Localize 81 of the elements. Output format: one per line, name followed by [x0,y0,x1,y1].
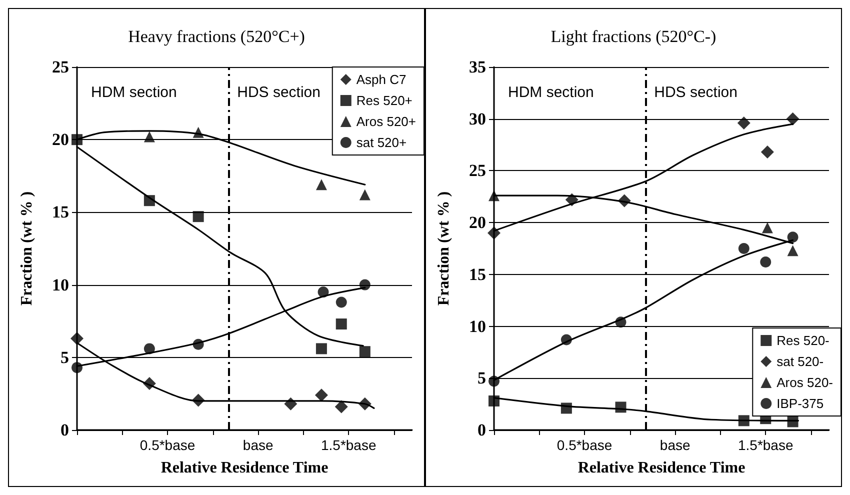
legend-label: sat 520+ [356,135,407,150]
y-tick-label: 25 [52,58,69,76]
legend-label: Res 520- [776,333,830,348]
x-tick-label: 0.5*base [140,437,196,453]
y-tick-label: 10 [469,316,486,336]
point [786,112,800,126]
point [284,397,298,410]
point [488,190,500,202]
annotation: HDS section [237,84,320,101]
point [316,343,327,354]
x-axis-title: Relative Residence Time [578,460,746,476]
y-tick-label: 0 [60,420,69,440]
point [737,116,750,130]
y-tick-label: 0 [478,420,486,440]
point [738,415,750,426]
point [70,332,84,346]
y-tick-label: 35 [469,58,486,76]
point [358,397,372,410]
point [359,189,370,200]
point [336,318,347,330]
y-tick-label: 20 [469,213,486,232]
point [359,279,370,290]
point [560,402,572,414]
point [615,402,626,413]
y-axis-title: Fraction (wt % ) [436,191,452,306]
y-tick-label: 30 [469,109,486,128]
point [787,416,798,428]
point [488,376,500,387]
legend-label: Aros 520+ [356,114,416,129]
y-tick-label: 15 [469,264,486,284]
legend-label: Aros 520- [776,375,834,390]
point [760,146,774,159]
point [787,232,798,243]
point [316,179,327,190]
point [142,377,156,390]
point [560,334,572,346]
x-tick-label: 1.5*base [738,437,794,453]
legend-label: IBP-375 [776,396,824,411]
x-tick-label: 0.5*base [556,437,612,453]
point [762,222,773,234]
x-tick-label: 1.5*base [320,437,376,453]
point [334,400,348,414]
point [565,193,578,206]
point [144,343,155,354]
annotation: HDM section [91,84,177,101]
point [314,388,328,402]
chart-title: Heavy fractions (520°C+) [128,27,305,46]
annotation: HDS section [654,84,738,101]
point [760,256,772,268]
y-tick-label: 25 [469,161,486,180]
point [144,131,155,142]
point [336,296,347,308]
point [318,286,329,298]
point [488,395,500,406]
x-axis-title: Relative Residence Time [160,460,328,476]
y-tick-label: 5 [478,368,486,388]
legend-label: Res 520+ [356,93,412,108]
point [72,134,82,146]
legend-label: sat 520- [776,354,824,369]
y-axis-title: Fraction (wt % ) [18,191,36,306]
y-tick-label: 5 [60,348,69,367]
point [359,346,370,358]
point [615,316,626,328]
point [192,394,205,407]
point [618,194,631,208]
y-tick-label: 15 [52,202,69,222]
point [738,243,750,254]
y-tick-label: 10 [52,275,69,294]
legend-label: Asph C7 [356,72,406,87]
point [192,211,204,222]
point [787,245,798,256]
x-tick-label: base [242,437,274,453]
point [192,126,204,138]
x-tick-label: base [660,437,690,453]
annotation: HDM section [508,84,594,101]
y-tick-label: 20 [52,130,69,150]
point [192,338,204,350]
point [488,226,500,240]
point [144,195,155,206]
point [72,362,82,374]
chart-title: Light fractions (520°C-) [550,27,716,46]
